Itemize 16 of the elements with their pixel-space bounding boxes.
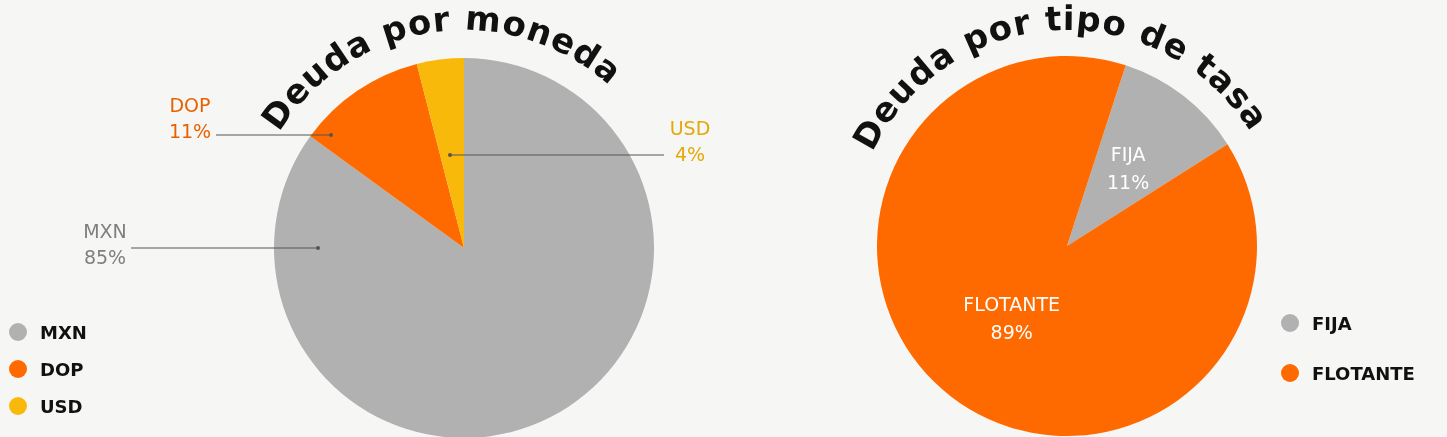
pie-slice: [416, 58, 464, 248]
slice-label: USD: [669, 117, 711, 139]
legend-label: MXN: [40, 322, 87, 343]
legend-label: FIJA: [1312, 313, 1352, 334]
slice-label: MXN: [83, 220, 127, 242]
slice-label: DOP: [169, 94, 211, 116]
legend-label: USD: [40, 396, 83, 417]
legend-label: DOP: [40, 359, 84, 380]
legend-label: FLOTANTE: [1312, 363, 1415, 384]
data-label: 11%: [1107, 171, 1150, 194]
data-label: 4%: [674, 143, 706, 165]
slice-label: FLOTANTE: [963, 293, 1061, 316]
slice-label: FIJA: [1110, 143, 1146, 166]
data-label: 11%: [168, 120, 212, 142]
data-label: 85%: [83, 246, 127, 268]
data-label: 89%: [990, 321, 1033, 344]
